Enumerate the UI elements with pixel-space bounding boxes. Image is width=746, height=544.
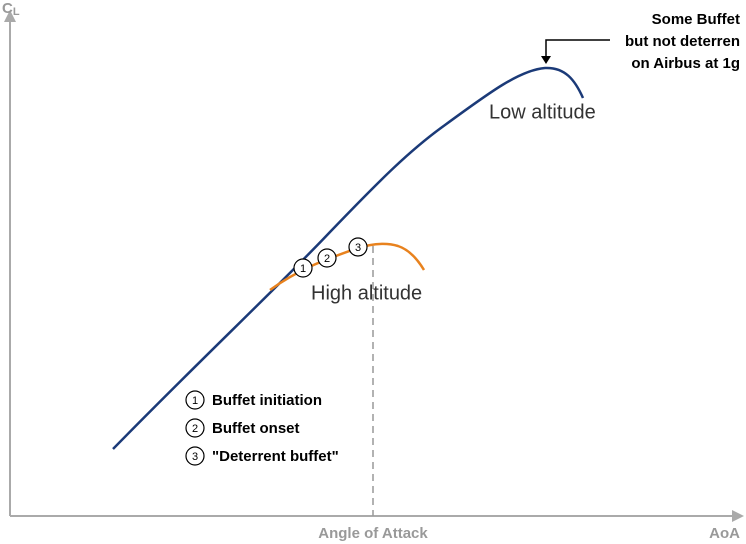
legend-marker: 1	[192, 395, 198, 407]
legend-text: "Deterrent buffet"	[212, 448, 339, 465]
marker-label: 2	[324, 253, 330, 265]
x-axis-caption: Angle of Attack	[318, 525, 428, 542]
legend-text: Buffet onset	[212, 420, 300, 437]
curve-label: Low altitude	[489, 101, 596, 123]
marker-label: 3	[355, 242, 361, 254]
annotation-text: on Airbus at 1g	[631, 55, 740, 72]
y-arrow	[4, 10, 16, 22]
legend-text: Buffet initiation	[212, 392, 322, 409]
legend: 1 2 3 Buffet initiation Buffet onset "De…	[185, 390, 339, 466]
marker-label: 1	[300, 263, 306, 275]
x-axis-label: AoA	[709, 525, 740, 542]
legend-marker: 2	[192, 423, 198, 435]
markers	[293, 237, 368, 278]
x-arrow	[732, 510, 744, 522]
low-altitude-curve	[112, 66, 585, 450]
annotation-text: Some Buffet	[652, 11, 740, 28]
y-axis-label: CL	[2, 0, 20, 18]
legend-marker: 3	[192, 451, 198, 463]
annotation-text: but not deterren	[625, 33, 740, 50]
curve-label: High altitude	[311, 282, 422, 304]
annotation: Some Buffet but not deterren on Airbus a…	[541, 11, 740, 72]
